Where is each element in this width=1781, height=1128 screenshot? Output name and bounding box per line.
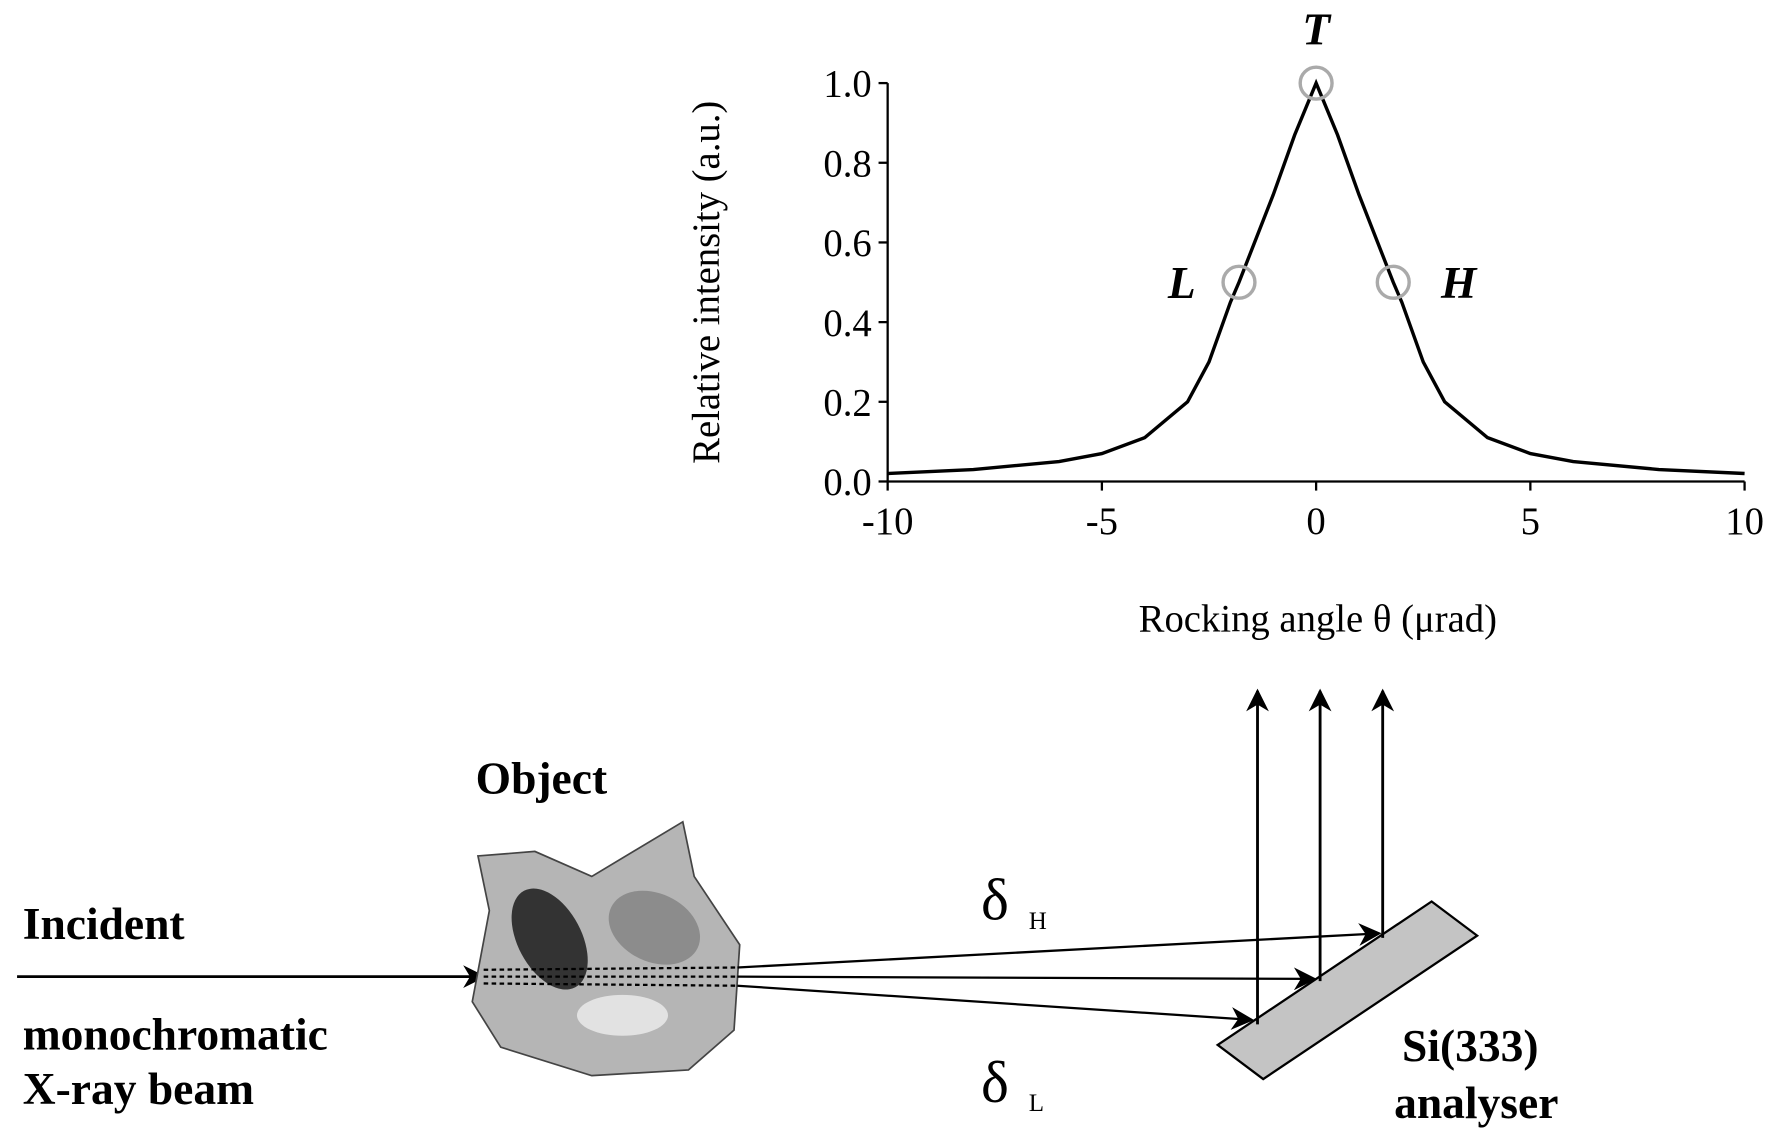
ray xyxy=(737,984,1255,1030)
delta-subscript: H xyxy=(1029,908,1047,935)
delta-symbol: δ xyxy=(981,867,1009,933)
y-tick-label: 0.4 xyxy=(823,303,871,345)
annotation-label: H xyxy=(1440,257,1478,308)
axes xyxy=(886,83,1745,483)
object xyxy=(471,820,741,1077)
y-tick-label: 1.0 xyxy=(823,64,871,106)
x-tick-label: 0 xyxy=(1306,501,1325,543)
y-tick-label: 0.8 xyxy=(823,143,871,185)
x-axis-label: Rocking angle θ (μrad) xyxy=(1139,599,1497,641)
marker-circle xyxy=(1375,264,1411,300)
analyser-crystal xyxy=(1215,900,1480,1081)
y-axis-label: Relative intensity (a.u.) xyxy=(686,101,728,464)
delta-subscript: L xyxy=(1029,1090,1044,1117)
x-tick-label: -10 xyxy=(862,501,914,543)
x-tick-label: 5 xyxy=(1521,501,1540,543)
analyser-label: analyser xyxy=(1394,1077,1558,1128)
incident-label: X-ray beam xyxy=(23,1063,254,1114)
marker-circle xyxy=(1298,65,1334,101)
y-tick-label: 0.6 xyxy=(823,223,871,265)
curve xyxy=(887,78,1745,476)
ray-path xyxy=(483,982,738,987)
analyser-label: Si(333) xyxy=(1402,1020,1539,1071)
setup-diagram: Incident monochromatic X-ray beam Object… xyxy=(17,688,1558,1128)
incident-label: Incident xyxy=(23,898,185,949)
x-tick-label: -5 xyxy=(1086,501,1118,543)
ray xyxy=(737,923,1382,969)
marker-circle xyxy=(1221,264,1257,300)
incident-label: monochromatic xyxy=(23,1008,328,1059)
object-region xyxy=(511,888,588,990)
delta-symbol: δ xyxy=(981,1049,1009,1115)
object-region xyxy=(576,994,669,1036)
ray-path xyxy=(483,966,738,971)
ray xyxy=(737,967,1317,991)
x-tick-label: 10 xyxy=(1725,501,1764,543)
annotation-label: T xyxy=(1302,3,1332,54)
object-label: Object xyxy=(476,752,607,803)
y-tick-label: 0.0 xyxy=(823,462,871,504)
object-region xyxy=(608,890,701,965)
y-tick-label: 0.2 xyxy=(823,382,871,424)
annotation-label: L xyxy=(1167,257,1196,308)
